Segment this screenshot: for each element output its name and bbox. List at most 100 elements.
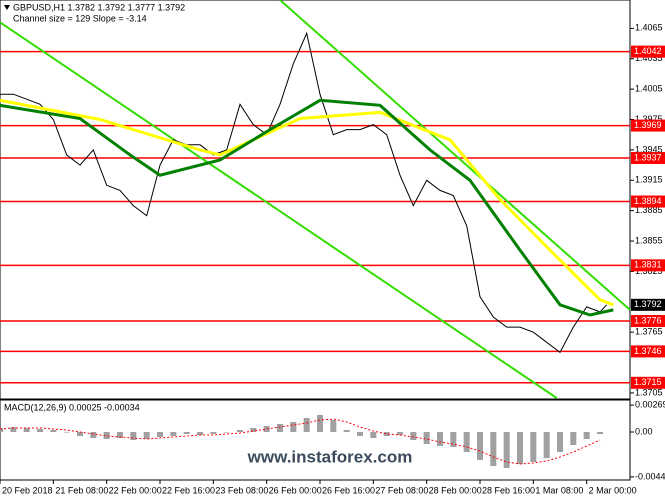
- macd-bar: [50, 430, 57, 432]
- x-tick-label: 26 Feb 00:00: [269, 485, 322, 495]
- level-box: [631, 315, 665, 328]
- macd-bar: [290, 422, 297, 432]
- macd-bar: [0, 428, 3, 432]
- macd-bar: [237, 430, 243, 432]
- y-tick-label: 1.3885: [635, 205, 663, 215]
- macd-bar: [557, 432, 563, 452]
- x-tick-label: 1 Mar 08:00: [535, 485, 583, 495]
- macd-bar: [490, 432, 497, 466]
- x-tick-label: 23 Feb 08:00: [215, 485, 268, 495]
- level-box: [631, 376, 665, 389]
- x-tick-label: 22 Feb 16:00: [162, 485, 215, 495]
- macd-bar: [197, 432, 203, 435]
- macd-bar: [63, 432, 70, 433]
- y-tick-label: 0.00269: [635, 399, 665, 409]
- main-frame: [0, 0, 631, 400]
- last-price-box: [631, 298, 665, 311]
- macd-bar: [170, 432, 177, 436]
- level-label: 1.4042: [634, 46, 662, 56]
- price-line: [0, 31, 608, 354]
- y-tick-label: 0.00: [635, 426, 653, 436]
- y-tick-label: 1.4035: [635, 53, 663, 63]
- macd-bar: [357, 432, 363, 436]
- macd-bar: [397, 432, 403, 435]
- macd-frame: [0, 399, 631, 481]
- y-tick-label: 1.4065: [635, 23, 663, 33]
- y-tick-label: 1.3945: [635, 144, 663, 154]
- macd-bar: [37, 429, 43, 432]
- level-label: 1.3937: [634, 152, 662, 162]
- level-box: [631, 151, 665, 164]
- symbol-icon: [4, 5, 10, 10]
- macd-bar: [23, 428, 30, 432]
- macd-bar: [383, 432, 390, 436]
- macd-bar: [410, 432, 417, 440]
- macd-bar: [423, 432, 430, 444]
- macd-bar: [597, 432, 603, 434]
- macd-bar: [370, 432, 377, 438]
- last-price-label: 1.3792: [634, 299, 662, 309]
- macd-bar: [503, 432, 510, 468]
- moving-average: [0, 98, 614, 307]
- level-label: 1.3776: [634, 315, 662, 325]
- macd-bar: [463, 432, 470, 452]
- x-tick-label: 28 Feb 00:00: [429, 485, 482, 495]
- chart-subtitle: Channel size = 129 Slope = -3.14: [13, 13, 147, 23]
- watermark: www.instaforex.com: [247, 447, 413, 466]
- level-label: 1.3831: [634, 260, 662, 270]
- x-tick-label: 21 Feb 08:00: [55, 485, 108, 495]
- macd-bar: [77, 432, 83, 436]
- macd-bar: [210, 432, 217, 434]
- level-box: [631, 45, 665, 58]
- level-box: [631, 195, 665, 208]
- macd-bar: [303, 418, 310, 432]
- macd-bar: [517, 432, 523, 464]
- x-tick-label: 20 Feb 2018: [2, 485, 53, 495]
- macd-bar: [583, 432, 590, 439]
- macd-bar: [570, 432, 577, 445]
- level-box: [631, 119, 665, 132]
- macd-bar: [117, 432, 123, 438]
- y-tick-label: 1.3915: [635, 175, 663, 185]
- macd-bar: [277, 424, 283, 432]
- x-tick-label: 26 Feb 16:00: [322, 485, 375, 495]
- macd-bar: [90, 432, 97, 438]
- y-tick-label: 1.3705: [635, 387, 663, 397]
- macd-bar: [543, 432, 550, 458]
- macd-bar: [263, 426, 270, 432]
- level-box: [631, 345, 665, 358]
- level-label: 1.3894: [634, 196, 662, 206]
- x-tick-label: 28 Feb 16:00: [482, 485, 535, 495]
- macd-bar: [223, 432, 230, 433]
- level-label: 1.3746: [634, 346, 662, 356]
- level-label: 1.3715: [634, 377, 662, 387]
- macd-bar: [183, 432, 190, 434]
- x-tick-label: 22 Feb 00:00: [109, 485, 162, 495]
- y-tick-label: 1.3855: [635, 235, 663, 245]
- macd-bar: [103, 432, 110, 439]
- macd-bar: [343, 430, 350, 432]
- moving-average: [0, 98, 614, 317]
- macd-bar: [157, 432, 163, 437]
- macd-title: MACD(12,26,9) 0.00025 -0.00034: [4, 402, 140, 412]
- y-tick-label: 1.3765: [635, 327, 663, 337]
- macd-bar: [330, 420, 337, 432]
- macd-bar: [130, 432, 137, 440]
- x-tick-label: 27 Feb 08:00: [375, 485, 428, 495]
- chart-title: GBPUSD,H1 1.3782 1.3792 1.3777 1.3792: [13, 2, 185, 12]
- macd-bar: [530, 432, 537, 462]
- macd-bar: [10, 427, 17, 432]
- signal-line: [0, 418, 601, 465]
- y-tick-label: -0.00449: [635, 471, 665, 481]
- level-box: [631, 259, 665, 272]
- macd-bar: [143, 432, 150, 439]
- macd-bar: [450, 432, 457, 447]
- channel-line: [0, 21, 558, 399]
- macd-bar: [437, 432, 443, 446]
- macd-bar: [477, 432, 483, 460]
- y-tick-label: 1.4005: [635, 83, 663, 93]
- x-tick-label: 2 Mar 00:00: [589, 485, 637, 495]
- y-tick-label: 1.3975: [635, 114, 663, 124]
- macd-bar: [317, 415, 323, 432]
